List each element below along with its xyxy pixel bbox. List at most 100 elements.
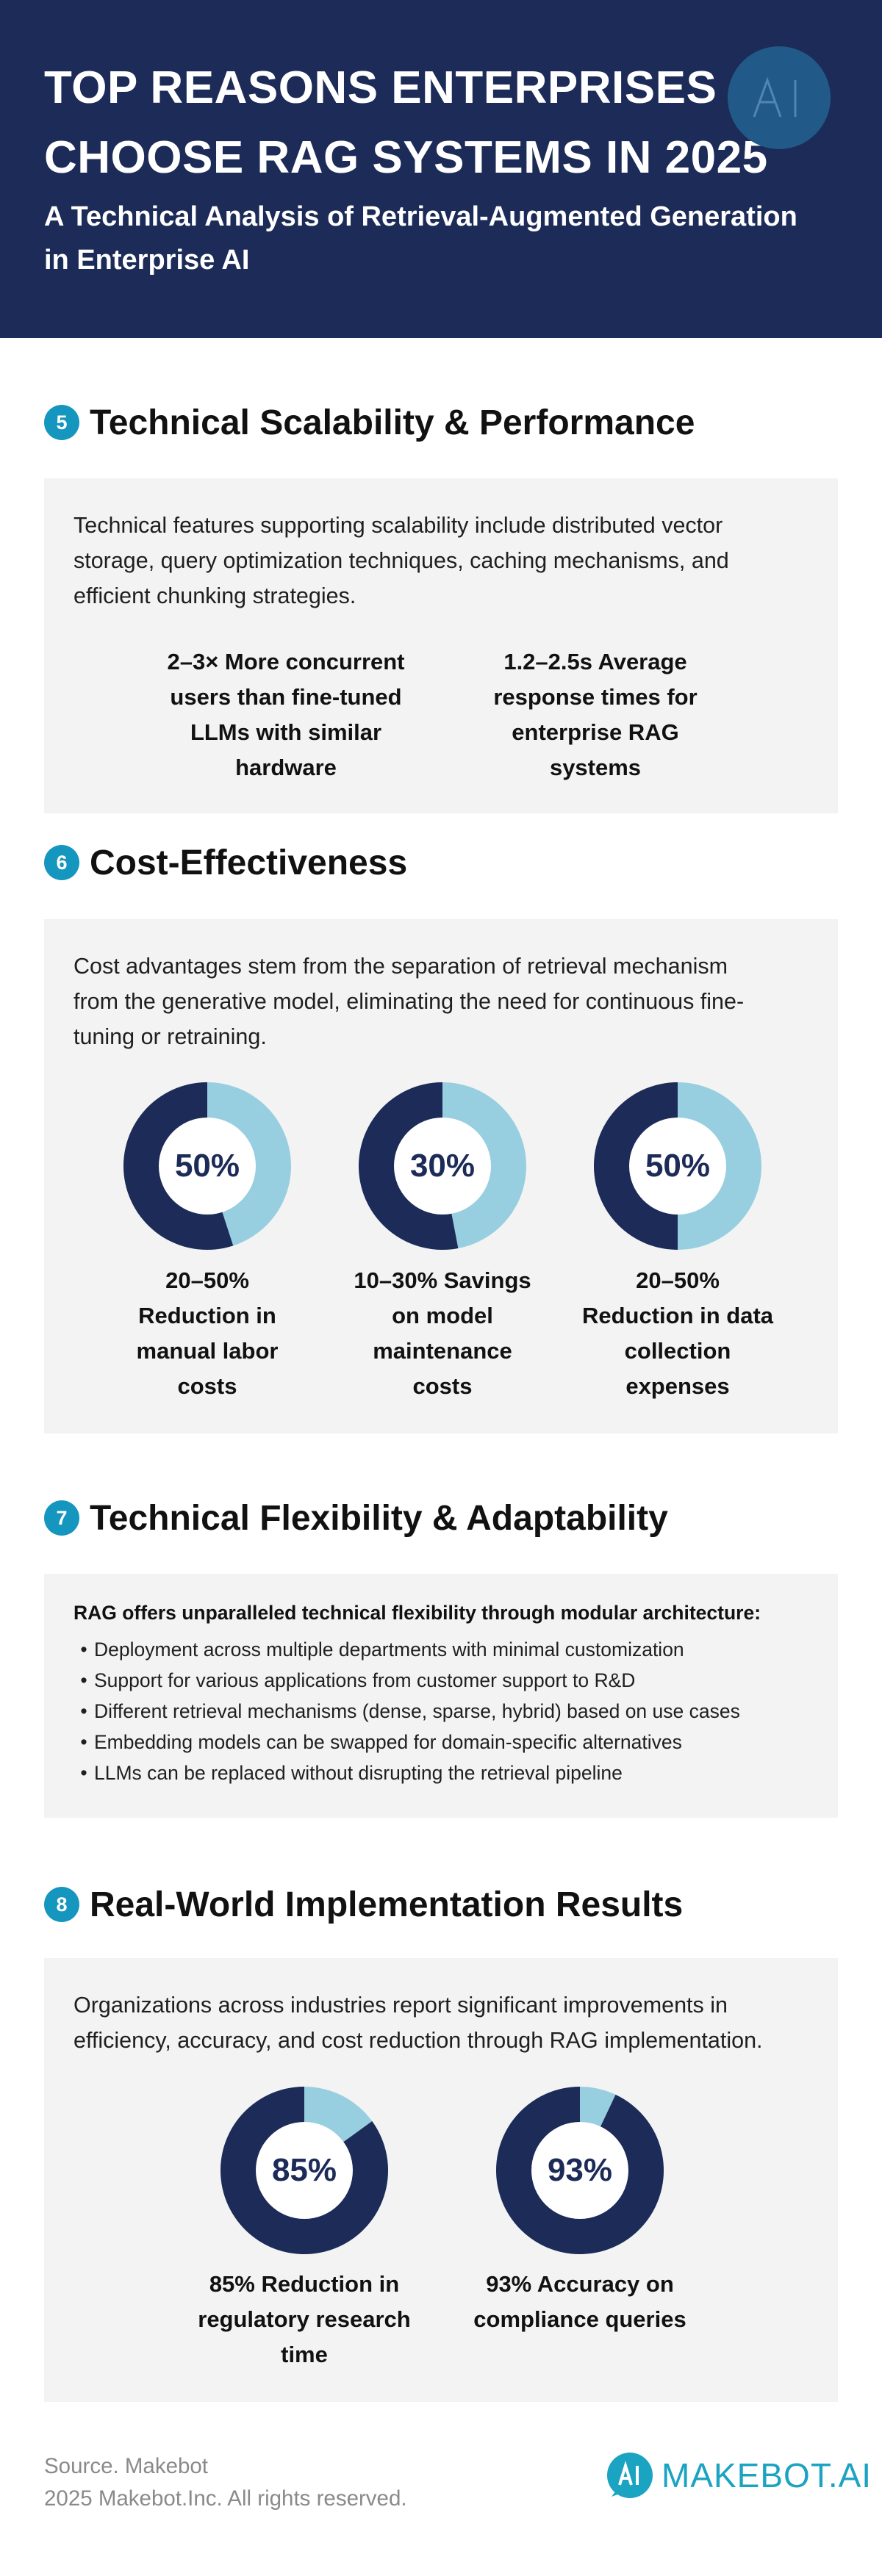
donut-caption: 10–30% Savings on model maintenance cost… <box>332 1263 553 1404</box>
donut-percent-label: 93% <box>547 2152 613 2188</box>
stat-line: users than fine-tuned <box>170 684 402 710</box>
donut-hole <box>629 1118 726 1215</box>
list-item: • LLMs can be replaced without disrupting… <box>74 1757 816 1788</box>
page-subtitle-line-1: A Technical Analysis of Retrieval-Augmen… <box>44 201 797 232</box>
list-item-text: Embedding models can be swapped for doma… <box>94 1731 682 1753</box>
description-line: from the generative model, eliminating t… <box>74 989 745 1014</box>
list-item: • Deployment across multiple departments … <box>74 1634 816 1665</box>
list-item-text: Support for various applications from cu… <box>94 1669 636 1691</box>
flexibility-lead: RAG offers unparalleled technical flexib… <box>74 1602 761 1624</box>
stat-line: LLMs with similar <box>190 719 382 745</box>
caption-line: costs <box>177 1373 237 1399</box>
donut-ring <box>594 1082 761 1250</box>
section-flexibility-heading: 7 Technical Flexibility & Adaptability <box>44 1496 668 1540</box>
donut-caption: 85% Reduction in regulatory research tim… <box>187 2267 422 2372</box>
section-results-heading: 8 Real-World Implementation Results <box>44 1882 683 1926</box>
donut-percent-label: 30% <box>409 1148 476 1184</box>
stat-line: response times for <box>493 684 698 710</box>
page-title-line-1: TOP REASONS ENTERPRISES <box>44 62 717 113</box>
section-number-badge: 7 <box>44 1500 79 1536</box>
donut-chart: 30% <box>359 1082 526 1250</box>
bullet-icon: • <box>80 1762 87 1784</box>
cost-description: Cost advantages stem from the separation… <box>74 949 808 1054</box>
donut-ring <box>220 2087 388 2254</box>
caption-line: regulatory research <box>198 2306 411 2332</box>
donut-hole <box>159 1118 256 1215</box>
stat-line: 1.2–2.5s Average <box>503 649 687 674</box>
list-item-text: LLMs can be replaced without disrupting … <box>94 1762 623 1784</box>
section-flexibility-card: RAG offers unparalleled technical flexib… <box>44 1574 838 1818</box>
list-item-text: Deployment across multiple departments w… <box>94 1638 684 1661</box>
description-line: Organizations across industries report s… <box>74 1993 728 2018</box>
section-number-badge: 8 <box>44 1887 79 1922</box>
stat-concurrent-users: 2–3× More concurrent users than fine-tun… <box>161 644 411 785</box>
stat-line: hardware <box>235 755 337 780</box>
caption-line: 20–50% <box>165 1267 249 1293</box>
section-scalability-heading: 5 Technical Scalability & Performance <box>44 400 695 445</box>
caption-line: 20–50% <box>636 1267 720 1293</box>
bullet-icon: • <box>80 1731 87 1753</box>
caption-line: costs <box>412 1373 473 1399</box>
caption-line: 10–30% Savings <box>354 1267 531 1293</box>
logo-mark-icon: AI <box>607 2453 653 2498</box>
donut-caption: 93% Accuracy on compliance queries <box>462 2267 698 2337</box>
copyright-text: 2025 Makebot.Inc. All rights reserved. <box>44 2486 407 2511</box>
stat-line: enterprise RAG <box>512 719 679 745</box>
description-line: Technical features supporting scalabilit… <box>74 513 723 538</box>
description-line: Cost advantages stem from the separation… <box>74 954 728 979</box>
donut-chart: 50% <box>123 1082 291 1250</box>
section-number-badge: 5 <box>44 405 79 440</box>
caption-line: 93% Accuracy on <box>486 2271 674 2297</box>
caption-line: Reduction in data <box>581 1303 774 1328</box>
bullet-icon: • <box>80 1700 87 1722</box>
donut-ring <box>359 1082 526 1250</box>
description-line: efficiency, accuracy, and cost reduction… <box>74 2028 763 2053</box>
section-results-card: Organizations across industries report s… <box>44 1958 838 2402</box>
caption-line: compliance queries <box>473 2306 686 2332</box>
caption-line: collection <box>624 1338 731 1364</box>
scalability-description: Technical features supporting scalabilit… <box>74 508 808 614</box>
section-cost-card: Cost advantages stem from the separation… <box>44 919 838 1433</box>
caption-line: on model <box>392 1303 493 1328</box>
donut-hole <box>256 2122 353 2219</box>
donut-caption: 20–50% Reduction in data collection expe… <box>560 1263 795 1404</box>
caption-line: maintenance <box>373 1338 512 1364</box>
list-item-text: Different retrieval mechanisms (dense, s… <box>94 1700 740 1722</box>
stat-line: 2–3× More concurrent <box>167 649 405 674</box>
stat-response-times: 1.2–2.5s Average response times for ente… <box>478 644 713 785</box>
donut-chart: 93% <box>496 2087 664 2254</box>
section-title: Technical Scalability & Performance <box>90 403 695 442</box>
donut-percent-label: 85% <box>271 2152 337 2188</box>
donut-chart: 50% <box>594 1082 761 1250</box>
bullet-icon: • <box>80 1638 87 1661</box>
section-title: Technical Flexibility & Adaptability <box>90 1498 668 1538</box>
donut-caption: 20–50% Reduction in manual labor costs <box>97 1263 318 1404</box>
donut-ring <box>123 1082 291 1250</box>
section-scalability-card: Technical features supporting scalabilit… <box>44 478 838 813</box>
page-subtitle: A Technical Analysis of Retrieval-Augmen… <box>44 195 838 282</box>
donut-percent-label: 50% <box>645 1148 711 1184</box>
donut-chart: 85% <box>220 2087 388 2254</box>
description-line: storage, query optimization techniques, … <box>74 548 729 573</box>
caption-line: time <box>281 2342 328 2367</box>
makebot-logo: AI MAKEBOT.AI <box>607 2450 872 2501</box>
donut-hole <box>531 2122 628 2219</box>
caption-line: Reduction in <box>138 1303 276 1328</box>
description-line: efficient chunking strategies. <box>74 583 356 608</box>
donut-ring <box>496 2087 664 2254</box>
section-title: Cost-Effectiveness <box>90 843 408 882</box>
list-item: • Embedding models can be swapped for dom… <box>74 1727 816 1757</box>
page-subtitle-line-2: in Enterprise AI <box>44 245 250 276</box>
list-item: • Support for various applications from c… <box>74 1665 816 1696</box>
section-number-badge: 6 <box>44 845 79 880</box>
source-text: Source. Makebot <box>44 2454 209 2478</box>
donut-hole <box>394 1118 491 1215</box>
stat-line: systems <box>549 755 642 780</box>
donut-percent-label: 50% <box>174 1148 240 1184</box>
section-title: Real-World Implementation Results <box>90 1885 684 1924</box>
page-title-line-2: CHOOSE RAG SYSTEMS IN 2025 <box>44 132 768 183</box>
description-line: tuning or retraining. <box>74 1024 267 1049</box>
page-title: TOP REASONS ENTERPRISES CHOOSE RAG SYSTE… <box>44 53 779 193</box>
bullet-icon: • <box>80 1669 87 1691</box>
caption-line: manual labor <box>136 1338 279 1364</box>
